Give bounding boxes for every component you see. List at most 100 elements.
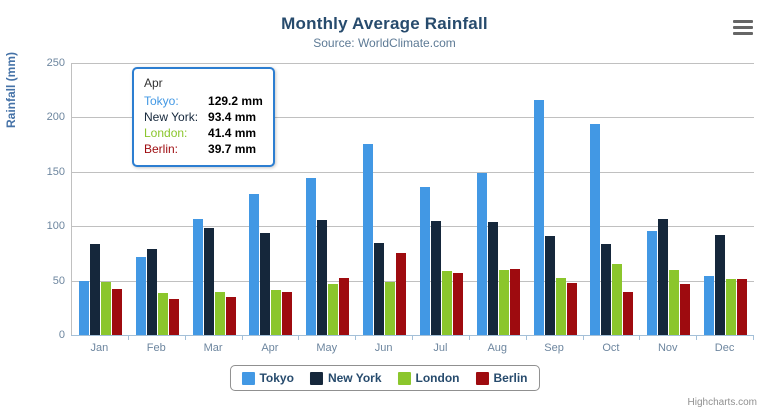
bar-tokyo-feb[interactable] [135,257,146,335]
bar-berlin-jun[interactable] [396,252,407,335]
x-axis-label-feb: Feb [146,342,166,354]
bar-berlin-mar[interactable] [225,297,236,335]
bar-new-york-aug[interactable] [487,221,498,335]
gridline [72,226,754,228]
tooltip-rows: Tokyo: 129.2 mm New York: 93.4 mm London: 41.… [144,93,263,157]
tooltip-series-name: New York: [144,110,199,124]
bar-tokyo-mar[interactable] [192,219,203,335]
x-axis-tick [298,335,300,340]
bar-new-york-nov[interactable] [658,219,669,335]
x-axis-label-may: May [316,342,338,354]
x-axis-tick [696,335,698,340]
bar-new-york-jun[interactable] [374,243,385,335]
bar-london-sep[interactable] [555,278,566,335]
bar-london-aug[interactable] [498,270,509,335]
bar-tokyo-may[interactable] [306,178,317,335]
x-axis-label-jan: Jan [90,342,109,354]
legend-swatch-icon [397,371,411,385]
bar-new-york-jul[interactable] [430,220,441,335]
bar-new-york-dec[interactable] [715,234,726,335]
legend-label: London [415,371,460,385]
bar-berlin-dec[interactable] [737,279,748,335]
x-axis-label-dec: Dec [714,342,735,354]
credits-label[interactable]: Highcharts.com [687,397,757,408]
bar-berlin-oct[interactable] [623,292,634,335]
bar-london-mar[interactable] [214,292,225,335]
bar-berlin-aug[interactable] [509,269,520,335]
legend-label: Tokyo [259,371,294,385]
gridline [72,63,754,64]
x-axis-label-nov: Nov [657,342,678,354]
bar-berlin-jan[interactable] [111,288,122,335]
y-axis-tick-label: 200 [46,111,65,124]
bar-london-feb[interactable] [157,292,168,335]
hamburger-bar-3 [733,32,753,35]
bar-tokyo-jul[interactable] [419,187,430,335]
tooltip-row: New York: 93.4 mm [144,109,263,125]
legend-item-new-york[interactable]: New York [309,371,382,385]
hamburger-bar-2 [733,26,753,29]
bar-berlin-nov[interactable] [680,284,691,335]
bar-tokyo-jun[interactable] [363,143,374,335]
tooltip-category: Apr [144,76,163,90]
bar-tokyo-oct[interactable] [590,123,601,335]
tooltip-series-name: Tokyo: [144,94,179,108]
bar-london-apr[interactable] [271,289,282,335]
bar-tokyo-nov[interactable] [647,231,658,335]
plot-area [71,63,754,335]
legend-item-london[interactable]: London [397,371,460,385]
gridline [72,117,754,119]
bar-berlin-apr[interactable] [282,291,293,335]
bar-tokyo-sep[interactable] [533,99,544,335]
bar-london-oct[interactable] [612,264,623,335]
legend-item-tokyo[interactable]: Tokyo [241,371,294,385]
bar-london-jan[interactable] [100,281,111,335]
bar-london-nov[interactable] [669,270,680,335]
x-axis-tick [127,335,129,340]
bar-london-may[interactable] [328,283,339,335]
bar-london-jul[interactable] [441,270,452,335]
chart-subtitle: Source: WorldClimate.com [313,36,456,50]
bar-berlin-may[interactable] [339,277,350,335]
bar-new-york-may[interactable] [317,219,328,335]
y-axis-tick-label: 50 [52,274,65,287]
bar-berlin-sep[interactable] [566,283,577,335]
tooltip-series-value: 93.4 mm [208,110,257,124]
x-axis-label-sep: Sep [544,342,564,354]
bar-tokyo-jan[interactable] [78,280,89,335]
x-axis-tick [525,335,527,340]
y-axis-tick-label: 250 [46,57,65,69]
tooltip-row: Tokyo: 129.2 mm [144,93,263,109]
bar-new-york-feb[interactable] [146,249,157,335]
bar-london-dec[interactable] [726,279,737,335]
hamburger-menu-icon[interactable] [731,16,755,38]
x-axis-label-jun: Jun [374,342,393,354]
x-axis-tick [753,335,754,340]
legend-label: New York [327,371,382,385]
bar-berlin-jul[interactable] [452,272,463,335]
y-axis-tick-label: 0 [58,329,65,341]
x-axis-tick [241,335,243,340]
bar-new-york-jan[interactable] [89,244,100,335]
bar-new-york-mar[interactable] [203,227,214,335]
legend-swatch-icon [309,371,323,385]
bar-new-york-apr[interactable] [260,233,271,335]
x-axis-tick [639,335,641,340]
gridline [72,171,754,173]
bar-tokyo-aug[interactable] [476,173,487,335]
bar-tokyo-apr[interactable] [249,194,260,335]
legend-swatch-icon [475,371,489,385]
legend: Tokyo New York London Berlin [229,365,540,391]
bar-london-jun[interactable] [385,282,396,335]
bar-berlin-feb[interactable] [168,298,179,335]
x-axis-label-mar: Mar [203,342,223,354]
bar-tokyo-dec[interactable] [704,275,715,335]
chart-title: Monthly Average Rainfall [281,14,488,33]
x-axis-tick [468,335,470,340]
x-axis-label-aug: Aug [487,342,508,354]
bar-new-york-sep[interactable] [544,235,555,335]
tooltip-series-name: Berlin: [144,142,179,156]
legend-item-berlin[interactable]: Berlin [475,371,528,385]
bar-new-york-oct[interactable] [601,244,612,335]
tooltip-row: London: 41.4 mm [144,125,263,141]
